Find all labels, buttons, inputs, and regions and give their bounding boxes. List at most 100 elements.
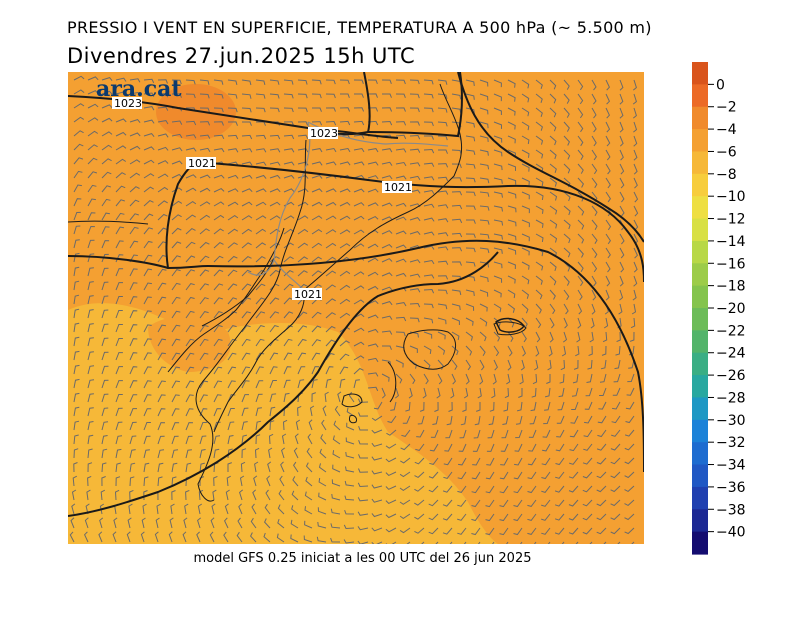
wind-barb xyxy=(182,531,187,543)
wind-barb xyxy=(513,485,523,494)
wind-barb xyxy=(624,457,635,465)
wind-barb xyxy=(115,476,121,487)
wind-barb xyxy=(197,517,202,529)
wind-barb xyxy=(198,489,204,501)
wind-barb xyxy=(129,268,138,277)
wind-barb xyxy=(115,435,123,445)
wind-barb xyxy=(577,205,585,216)
wind-barb xyxy=(493,331,501,342)
wind-barb xyxy=(129,119,141,124)
wind-barb xyxy=(624,527,635,535)
wind-barb xyxy=(339,79,350,85)
wind-barb xyxy=(544,401,551,411)
wind-barb xyxy=(507,163,516,171)
wind-barb xyxy=(504,387,510,399)
wind-barb xyxy=(143,146,155,151)
wind-barb xyxy=(213,255,224,263)
wind-barb xyxy=(87,90,99,95)
wind-barb xyxy=(632,107,637,119)
wind-barb xyxy=(73,294,80,305)
wind-barb xyxy=(423,373,429,385)
wind-barb xyxy=(171,380,180,389)
wind-barb xyxy=(353,174,365,179)
wind-barb xyxy=(605,79,610,91)
wind-barb xyxy=(611,415,621,424)
wind-barb xyxy=(171,422,180,431)
wind-barb xyxy=(213,121,224,126)
colorbar-swatch xyxy=(692,129,708,153)
wind-barb xyxy=(485,485,495,494)
wind-barb xyxy=(129,489,134,501)
wind-barb xyxy=(485,513,495,522)
wind-barb xyxy=(269,93,280,99)
wind-barb xyxy=(371,513,383,518)
wind-barb xyxy=(563,205,571,216)
wind-barb xyxy=(171,173,183,179)
wind-barb xyxy=(437,79,448,85)
wind-barb xyxy=(253,475,258,487)
wind-barb xyxy=(297,134,309,140)
wind-barb xyxy=(591,261,598,273)
wind-barb xyxy=(269,420,275,431)
wind-barb xyxy=(311,79,322,85)
wind-barb xyxy=(143,78,155,84)
wind-barb xyxy=(223,531,229,543)
wind-barb xyxy=(367,314,379,319)
wind-barb xyxy=(227,134,239,140)
wind-barb xyxy=(86,489,91,501)
wind-barb xyxy=(87,212,96,221)
wind-barb xyxy=(448,401,453,412)
wind-barb xyxy=(87,421,94,431)
wind-barb xyxy=(409,107,420,113)
wind-barb xyxy=(535,219,544,228)
wind-barb xyxy=(521,261,530,270)
wind-barb xyxy=(471,499,481,508)
wind-barb xyxy=(283,121,294,126)
model-footer: model GFS 0.25 iniciat a les 00 UTC del … xyxy=(193,551,532,566)
wind-barb xyxy=(269,283,280,291)
wind-barb xyxy=(339,147,351,153)
wind-barb xyxy=(451,177,462,182)
wind-barb xyxy=(423,107,434,113)
wind-barb xyxy=(395,272,407,277)
wind-barb xyxy=(213,188,225,193)
logo-wordmark: ara.cat xyxy=(96,76,182,102)
wind-barb xyxy=(283,366,292,375)
wind-barb xyxy=(582,471,593,479)
wind-barb xyxy=(255,134,267,140)
wind-barb xyxy=(297,352,307,361)
wind-barb xyxy=(73,406,80,417)
wind-barb xyxy=(479,345,486,356)
wind-barb xyxy=(414,471,425,479)
wind-barb xyxy=(345,466,355,473)
wind-barb xyxy=(213,107,224,113)
wind-barb xyxy=(73,434,79,445)
wind-barb xyxy=(101,309,109,319)
wind-barb xyxy=(535,289,543,300)
wind-barb xyxy=(269,174,281,179)
wind-barb xyxy=(113,517,118,529)
wind-barb xyxy=(101,476,106,487)
wind-barb xyxy=(535,205,544,214)
wind-barb xyxy=(499,513,509,522)
wind-barb xyxy=(73,392,80,403)
wind-barb xyxy=(381,148,393,153)
wind-barb xyxy=(624,471,635,479)
wind-barb xyxy=(339,243,351,249)
wind-barb xyxy=(575,345,580,357)
wind-barb xyxy=(624,429,635,437)
isobar-label-2: 1023 xyxy=(310,127,338,140)
wind-barb xyxy=(633,205,639,217)
wind-barb xyxy=(224,517,229,529)
wind-barb xyxy=(340,93,350,98)
wind-barb xyxy=(582,527,593,535)
wind-barb xyxy=(591,205,598,216)
wind-barb xyxy=(73,462,78,473)
wind-barb xyxy=(213,311,223,319)
wind-barb xyxy=(241,148,253,153)
wind-barb xyxy=(115,310,123,319)
wind-barb xyxy=(515,429,523,439)
wind-barb xyxy=(434,401,439,412)
wind-barb xyxy=(591,149,598,161)
wind-barb xyxy=(199,311,209,319)
